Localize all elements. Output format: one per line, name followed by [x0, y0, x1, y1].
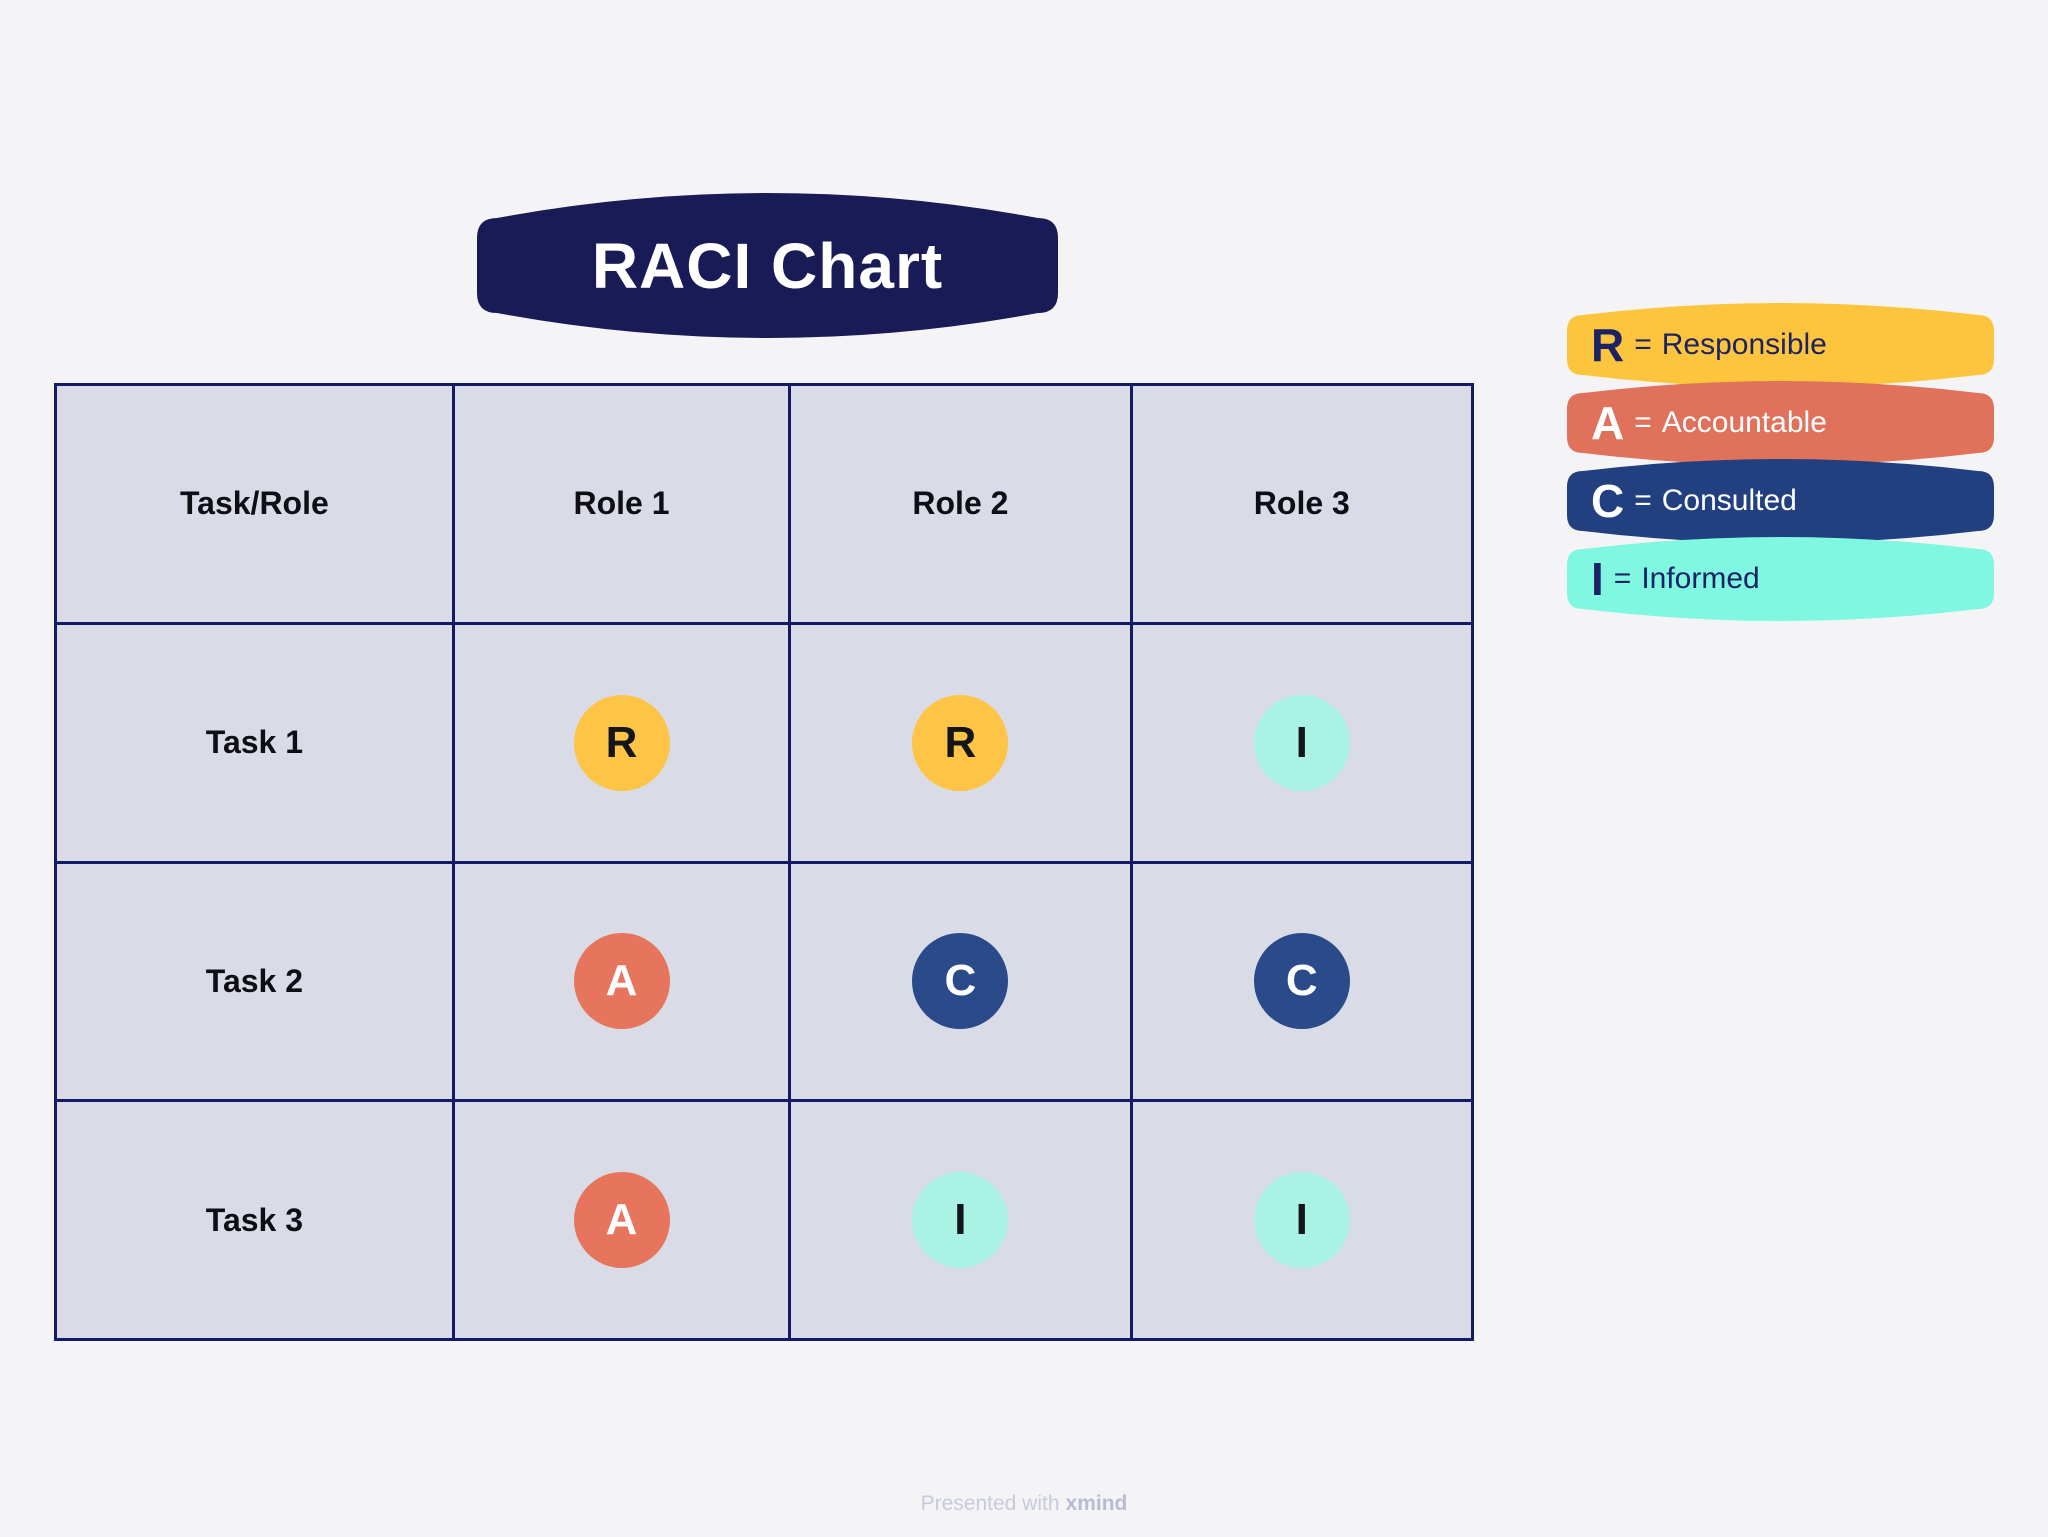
- legend-label: Consulted: [1661, 484, 1797, 517]
- raci-badge-consulted: C: [912, 933, 1009, 1030]
- task-label: Task 2: [205, 962, 304, 999]
- legend-label: Informed: [1641, 562, 1760, 595]
- raci-badge-consulted: C: [1253, 933, 1350, 1030]
- raci-badge-responsible: R: [573, 694, 670, 791]
- column-header-label: Role 1: [573, 485, 670, 522]
- raci-badge-responsible: R: [912, 694, 1009, 791]
- legend-letter: C: [1591, 475, 1625, 527]
- title-banner: RACI Chart: [477, 193, 1058, 338]
- page-title: RACI Chart: [591, 229, 944, 302]
- legend-item-accountable: A = Accountable: [1567, 381, 1994, 465]
- legend: R = Responsible A = Accountable C = Cons: [1567, 303, 1994, 621]
- column-header-label: Role 3: [1253, 485, 1350, 522]
- legend-equals: =: [1634, 484, 1652, 517]
- task-label: Task 1: [205, 724, 304, 761]
- legend-equals: =: [1613, 562, 1632, 595]
- legend-bar-shape: [1567, 459, 1994, 543]
- legend-bar-shape: [1567, 381, 1994, 465]
- row-header-task-2: Task 2: [57, 863, 452, 1100]
- title-banner-shape: [477, 193, 1058, 338]
- raci-badge-accountable: A: [573, 933, 670, 1030]
- legend-letter: R: [1591, 319, 1625, 371]
- legend-bar-shape: [1567, 537, 1994, 621]
- task-label: Task 3: [205, 1201, 304, 1238]
- column-header-role-3: Role 3: [1132, 386, 1471, 622]
- legend-item-informed: I = Informed: [1567, 537, 1994, 621]
- cell-task-2-role-3: C: [1132, 863, 1471, 1100]
- cell-task-2-role-2: C: [791, 863, 1130, 1100]
- legend-bar-shape: [1567, 303, 1994, 387]
- column-header-role-2: Role 2: [791, 386, 1130, 622]
- cell-task-1-role-1: R: [454, 624, 789, 861]
- cell-task-2-role-1: A: [454, 863, 789, 1100]
- legend-item-consulted: C = Consulted: [1567, 459, 1994, 543]
- legend-letter: I: [1591, 553, 1604, 605]
- row-header-task-3: Task 3: [57, 1102, 452, 1338]
- raci-badge-accountable: A: [573, 1172, 670, 1269]
- legend-item-responsible: R = Responsible: [1567, 303, 1994, 387]
- cell-task-3-role-1: A: [454, 1102, 789, 1338]
- legend-equals: =: [1634, 328, 1652, 361]
- xmind-brand: xmind: [1065, 1492, 1128, 1515]
- raci-badge-informed: I: [1253, 1172, 1350, 1269]
- column-header-role-1: Role 1: [454, 386, 789, 622]
- raci-badge-informed: I: [912, 1172, 1009, 1269]
- footer-attribution: Presented with xmind: [0, 1492, 2048, 1516]
- legend-equals: =: [1634, 406, 1652, 439]
- column-header-task-role: Task/Role: [57, 386, 452, 622]
- footer-prefix: Presented with: [920, 1492, 1060, 1515]
- raci-table: Task/Role Role 1 Role 2 Role 3 Task 1 R …: [54, 383, 1474, 1341]
- legend-label: Responsible: [1661, 328, 1827, 361]
- cell-task-3-role-2: I: [791, 1102, 1130, 1338]
- cell-task-1-role-2: R: [791, 624, 1130, 861]
- raci-badge-informed: I: [1253, 694, 1350, 791]
- cell-task-1-role-3: I: [1132, 624, 1471, 861]
- row-header-task-1: Task 1: [57, 624, 452, 861]
- legend-label: Accountable: [1661, 406, 1827, 439]
- legend-letter: A: [1591, 397, 1625, 449]
- cell-task-3-role-3: I: [1132, 1102, 1471, 1338]
- column-header-label: Role 2: [912, 485, 1009, 522]
- column-header-label: Task/Role: [179, 485, 329, 522]
